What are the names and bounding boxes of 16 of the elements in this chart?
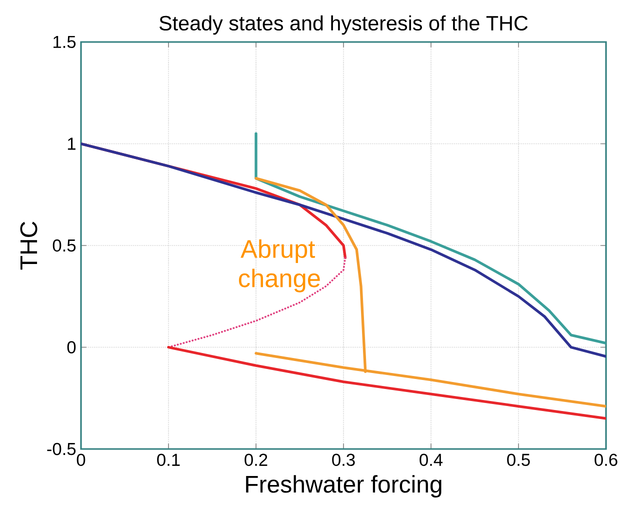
y-tick-label: 0 bbox=[67, 341, 76, 354]
x-tick-label: 0.1 bbox=[157, 454, 180, 466]
x-tick-label: 0 bbox=[76, 454, 86, 466]
x-tick-label: 0.6 bbox=[594, 454, 618, 466]
x-axis-title: Freshwater forcing bbox=[246, 475, 442, 498]
x-tick-label: 0.2 bbox=[244, 454, 268, 466]
y-axis-title: THC bbox=[20, 222, 38, 270]
x-tick-label: 0.5 bbox=[507, 454, 530, 466]
x-tick-label: 0.3 bbox=[332, 454, 355, 466]
y-tick-label: -0.5 bbox=[47, 442, 76, 456]
y-tick-label: 1.5 bbox=[54, 36, 76, 48]
y-tick-label: 0.5 bbox=[52, 239, 76, 252]
x-tick-label: 0.4 bbox=[420, 454, 443, 466]
chart-title: Steady states and hysteresis of the THC bbox=[160, 15, 528, 35]
y-tick-label: 1 bbox=[68, 138, 76, 150]
annotation: Abrupt change bbox=[238, 239, 320, 292]
